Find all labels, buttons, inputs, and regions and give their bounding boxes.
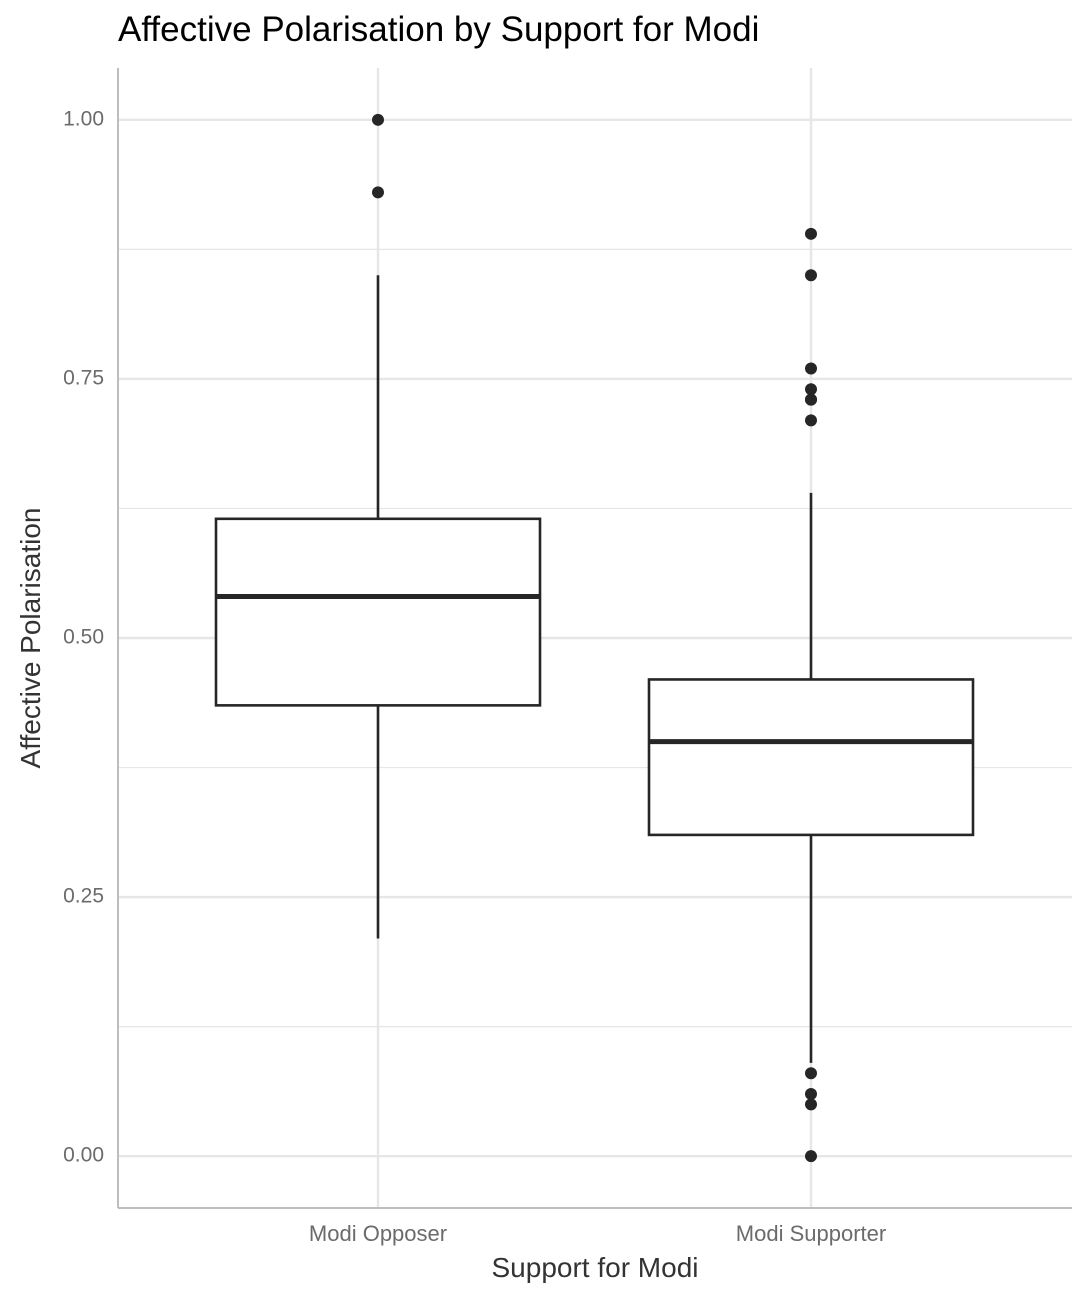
outlier-point (805, 1067, 817, 1080)
outlier-point (805, 1150, 817, 1163)
boxes (214, 113, 975, 1163)
outlier-point (805, 393, 817, 406)
tick-labels: 0.00 0.25 0.50 0.75 1.00 Modi Opposer Modi Sup… (63, 107, 886, 1246)
outlier-point (805, 269, 817, 282)
outlier-point (805, 383, 817, 396)
x-axis-title: Support for Modi (492, 1252, 699, 1283)
x-tick-label: Modi Opposer (309, 1221, 447, 1246)
outlier-point (372, 113, 384, 126)
y-axis-title: Affective Polarisation (15, 508, 46, 769)
y-tick-label: 0.25 (63, 885, 104, 908)
y-tick-label: 0.75 (63, 366, 104, 389)
outlier-point (805, 362, 817, 375)
outlier-point (372, 186, 384, 199)
outlier-point (805, 414, 817, 427)
chart-title: Affective Polarisation by Support for Mo… (118, 10, 760, 49)
outlier-point (805, 1088, 817, 1100)
outlier-point (805, 227, 817, 240)
y-tick-label: 1.00 (63, 107, 104, 130)
x-tick-label: Modi Supporter (736, 1221, 886, 1246)
axes (117, 68, 1072, 1209)
y-tick-label: 0.50 (63, 626, 104, 649)
box-iqr (647, 678, 975, 837)
outlier-point (805, 1098, 817, 1111)
box-iqr (214, 517, 542, 707)
y-tick-label: 0.00 (63, 1144, 104, 1167)
